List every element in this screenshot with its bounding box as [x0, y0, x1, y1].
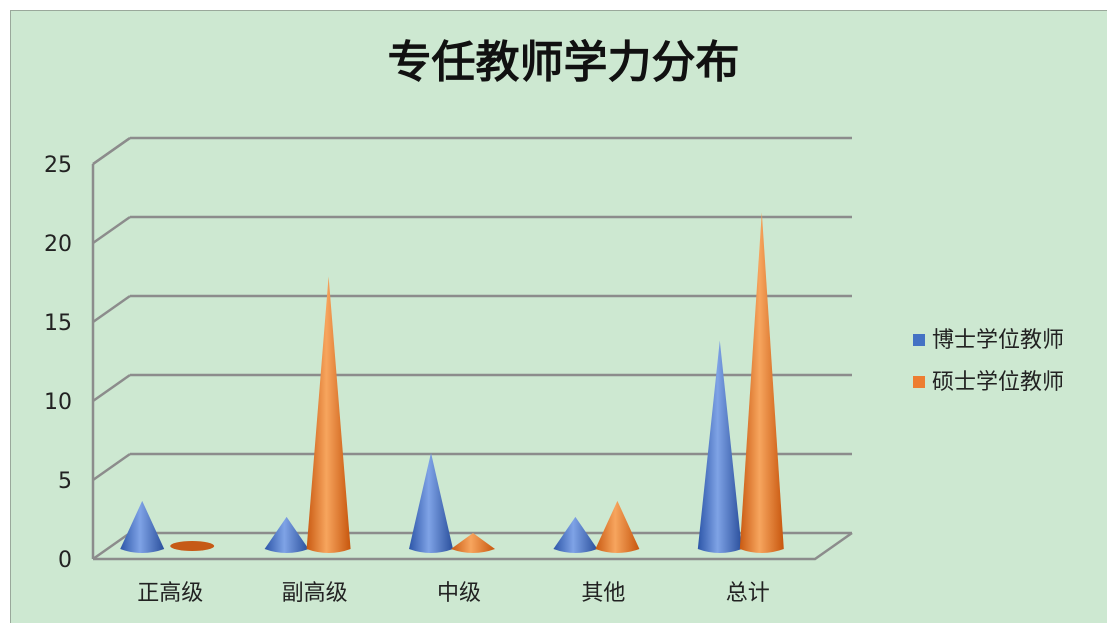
x-category-label: 正高级	[137, 581, 203, 606]
y-axis-ticks: 0 5 10 15 20 25	[44, 153, 72, 573]
cone-body	[697, 340, 742, 553]
x-category-label: 中级	[437, 581, 481, 606]
cone-body	[739, 212, 784, 553]
chart-title: 专任教师学力分布	[387, 37, 740, 88]
legend-swatch	[913, 334, 925, 346]
cone-body	[306, 276, 351, 553]
cone-body	[595, 500, 640, 553]
gridline-depth	[92, 531, 131, 561]
y-tick-label: 20	[44, 232, 72, 257]
x-category-label: 副高级	[282, 581, 348, 606]
x-axis-categories: 正高级 副高级 中级 其他 总计	[137, 581, 770, 606]
y-tick-label: 10	[44, 390, 72, 415]
x-category-label: 其他	[581, 581, 625, 606]
cone-master-3	[595, 500, 640, 553]
y-tick-label: 15	[44, 311, 72, 336]
legend-label: 博士学位教师	[932, 328, 1064, 353]
cone-master-2	[451, 532, 495, 553]
gridline-depth	[92, 136, 131, 166]
legend-label: 硕士学位教师	[932, 370, 1064, 395]
cone-body	[120, 500, 165, 553]
cone-body	[451, 532, 495, 553]
y-tick-label: 5	[58, 469, 72, 494]
cone-body	[553, 516, 598, 553]
gridline-depth	[92, 373, 131, 403]
cone-master-1	[306, 276, 351, 553]
cone-master-0	[170, 541, 215, 551]
grid-layer	[91, 136, 853, 561]
cone-body	[264, 516, 309, 553]
y-tick-label: 25	[44, 153, 72, 178]
y-tick-label: 0	[58, 548, 72, 573]
x-category-label: 总计	[726, 581, 770, 606]
gridline-depth	[92, 294, 131, 324]
cone-body	[409, 452, 453, 553]
gridline-depth	[92, 452, 131, 482]
cone-master-4	[739, 212, 784, 553]
gridline-depth	[92, 215, 131, 245]
cone-base-flat	[170, 541, 215, 551]
cone-doctor-1	[264, 516, 309, 553]
cone-doctor-0	[120, 500, 165, 553]
floor-edge	[93, 531, 853, 561]
cone-doctor-4	[697, 340, 742, 553]
cones-layer	[120, 212, 784, 553]
chart-area	[10, 10, 1107, 623]
legend-swatch	[913, 376, 925, 388]
cone-doctor-2	[409, 452, 453, 553]
cone-doctor-3	[553, 516, 598, 553]
